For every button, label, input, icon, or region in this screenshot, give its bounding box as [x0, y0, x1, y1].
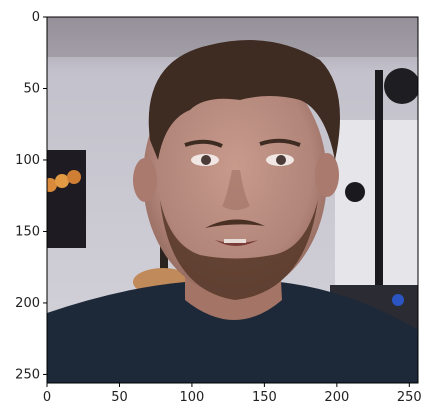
shelf-equipment [330, 68, 418, 330]
y-tick-label: 0 [32, 10, 40, 25]
x-axis: 0 50 100 150 200 250 [43, 383, 422, 405]
wall-poster [47, 150, 86, 248]
x-tick-label: 100 [180, 390, 205, 405]
y-tick-label: 250 [15, 367, 40, 382]
y-tick-label: 100 [15, 153, 40, 168]
hair [148, 40, 340, 160]
y-axis: 0 50 100 150 200 250 [15, 10, 47, 382]
x-tick-label: 150 [252, 390, 277, 405]
x-tick-label: 0 [43, 390, 51, 405]
axes-frame [46, 16, 419, 384]
shirt [47, 282, 418, 383]
x-tick-label: 200 [324, 390, 349, 405]
x-tick-label: 50 [111, 390, 128, 405]
photo [47, 17, 418, 383]
y-tick-label: 50 [23, 81, 40, 96]
y-tick-label: 150 [15, 224, 40, 239]
beard [160, 200, 318, 300]
y-tick-label: 200 [15, 296, 40, 311]
x-tick-label: 250 [397, 390, 422, 405]
